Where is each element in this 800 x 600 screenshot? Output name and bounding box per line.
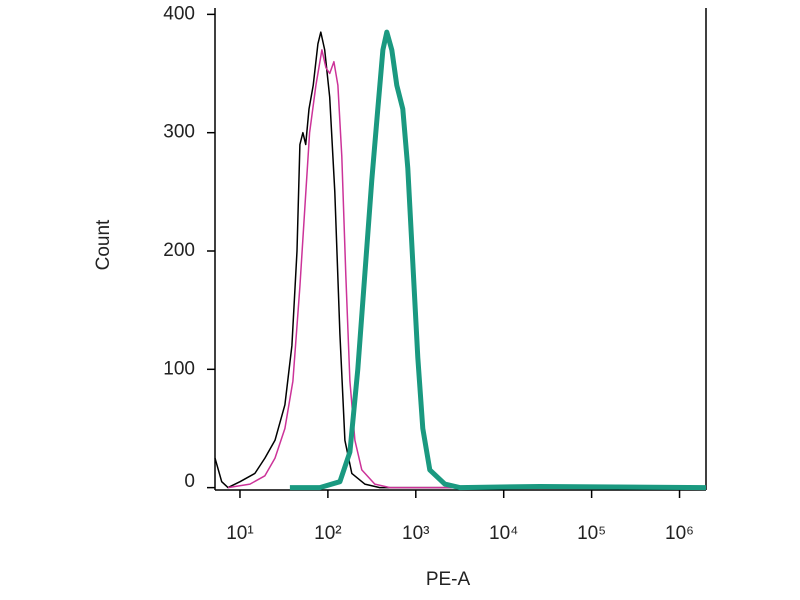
x-tick-label: 10⁴ xyxy=(489,523,518,544)
x-axis-label: PE-A xyxy=(426,569,471,590)
y-tick-label: 200 xyxy=(163,240,195,261)
x-tick-label: 10⁵ xyxy=(577,523,606,544)
y-tick-label: 300 xyxy=(163,122,195,143)
x-tick-label: 10¹ xyxy=(226,523,253,544)
histogram-line xyxy=(289,29,707,491)
x-tick-label: 10⁶ xyxy=(665,523,694,544)
x-tick-label: 10³ xyxy=(402,523,429,544)
y-tick-label: 400 xyxy=(163,3,195,24)
x-tick-label: 10² xyxy=(314,523,341,544)
y-tick-label: 0 xyxy=(184,471,195,492)
histogram-line xyxy=(214,31,706,489)
histogram-line xyxy=(227,49,706,489)
y-tick-label: 100 xyxy=(163,358,195,379)
y-axis-label: Count xyxy=(93,219,114,270)
